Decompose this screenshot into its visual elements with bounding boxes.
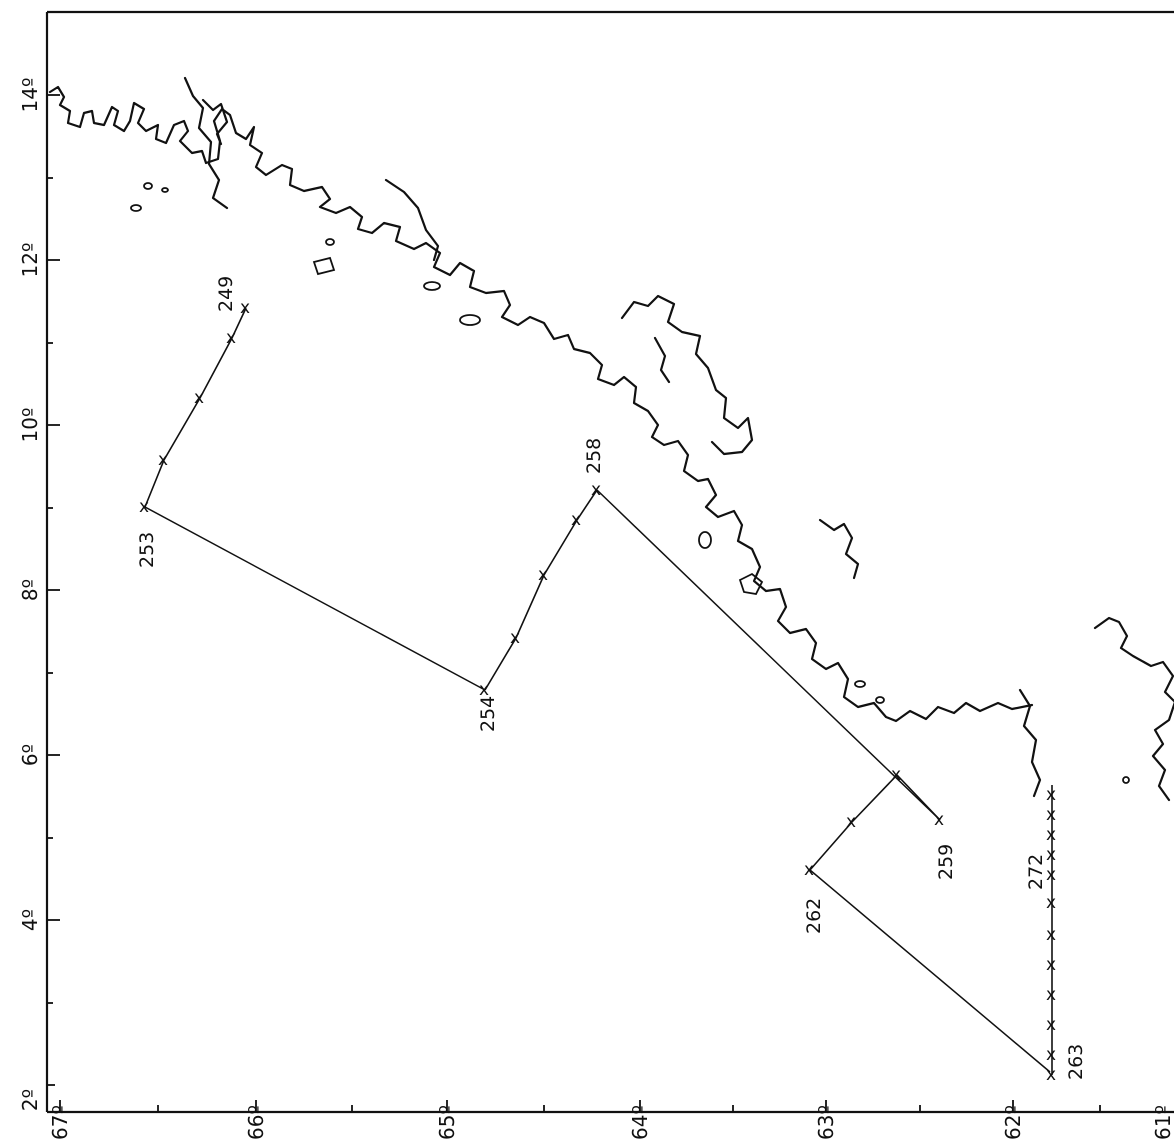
x-ticks (59, 1100, 1101, 1112)
y-tick-label: 10º (18, 408, 42, 443)
marker-x: x (1046, 925, 1056, 945)
coastline (48, 76, 1174, 802)
marker-x: x (1046, 785, 1056, 805)
x-tick-label: 65º (435, 1105, 459, 1140)
station-label-258: 258 (583, 438, 605, 474)
marker-x: x (1046, 893, 1056, 913)
y-tick-label: 6º (18, 744, 42, 766)
y-ticks (47, 94, 60, 1086)
station-labels: 249 253 254 258 259 262 263 272 (136, 276, 1087, 1080)
y-tick-labels: 14º 12º 10º 8º 6º 4º 2º (18, 78, 42, 1112)
transect-lines (144, 307, 1053, 1075)
y-tick-label: 12º (18, 243, 42, 278)
marker-x: x (139, 497, 149, 517)
station-label-263: 263 (1065, 1044, 1087, 1080)
marker-x: x (158, 450, 168, 470)
x-tick-label: 67º (48, 1105, 72, 1140)
marker-x: x (1046, 865, 1056, 885)
marker-x: x (804, 860, 814, 880)
station-markers: x x x x x x x x x x x x x x x x x x x x … (139, 298, 1056, 1085)
y-tick-label: 2º (18, 1089, 42, 1111)
marker-x: x (934, 810, 944, 830)
marker-x: x (846, 812, 856, 832)
station-label-249: 249 (215, 276, 237, 312)
x-tick-label: 66º (244, 1105, 268, 1140)
y-tick-label: 14º (18, 78, 42, 113)
marker-x: x (538, 565, 548, 585)
x-tick-label: 61º (1151, 1105, 1174, 1140)
marker-x: x (240, 298, 250, 318)
marker-x: x (891, 765, 901, 785)
station-label-259: 259 (935, 844, 957, 880)
station-label-262: 262 (803, 898, 825, 934)
marker-x: x (571, 510, 581, 530)
station-label-253: 253 (136, 532, 158, 568)
marker-x: x (510, 628, 520, 648)
marker-x: x (479, 680, 489, 700)
marker-x: x (1046, 1015, 1056, 1035)
y-tick-label: 8º (18, 579, 42, 601)
marker-x: x (226, 328, 236, 348)
marker-x: x (1046, 1045, 1056, 1065)
marker-x: x (1046, 985, 1056, 1005)
marker-x: x (1046, 845, 1056, 865)
marker-x: x (1046, 805, 1056, 825)
x-tick-label: 64º (628, 1105, 652, 1140)
marker-x: x (1046, 955, 1056, 975)
x-tick-label: 62º (1001, 1105, 1025, 1140)
islands (130, 182, 1130, 784)
marker-x: x (194, 388, 204, 408)
marker-x: x (1046, 1065, 1056, 1085)
marker-x: x (1046, 825, 1056, 845)
y-tick-label: 4º (18, 909, 42, 931)
marker-x: x (591, 480, 601, 500)
x-tick-label: 63º (814, 1105, 838, 1140)
x-tick-labels: 67º 66º 65º 64º 63º 62º 61º (48, 1105, 1174, 1140)
station-label-272: 272 (1025, 854, 1047, 890)
station-label-254: 254 (477, 696, 499, 732)
